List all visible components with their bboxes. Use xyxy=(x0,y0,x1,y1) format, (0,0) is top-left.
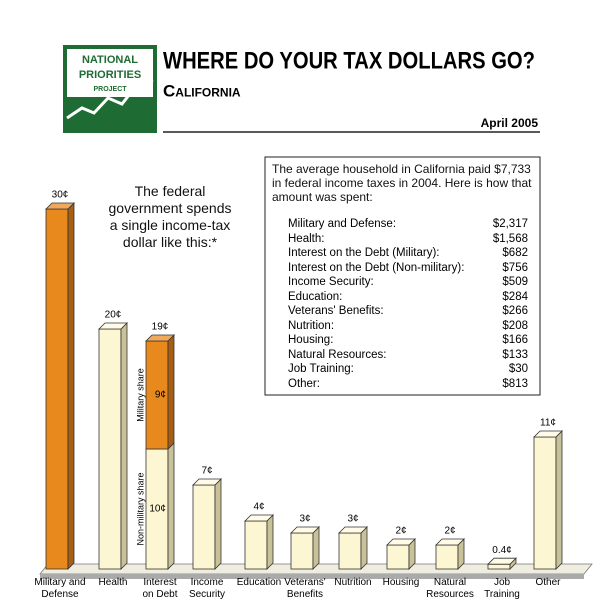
logo-text: PRIORITIES xyxy=(79,69,141,81)
bar xyxy=(98,328,122,570)
segment-name: Military share xyxy=(135,368,145,422)
subtitle: California xyxy=(163,81,241,100)
bar-side xyxy=(67,202,75,570)
bar-side xyxy=(167,334,175,450)
bar xyxy=(533,436,557,570)
x-tick-label: Health xyxy=(98,577,128,588)
bar-top xyxy=(45,202,75,210)
bar xyxy=(386,544,410,570)
table-row: Veterans' Benefits: $266 xyxy=(288,305,528,317)
bar-top xyxy=(98,322,128,330)
bar xyxy=(244,520,268,570)
x-tick-label: Other xyxy=(535,577,561,588)
bar-side xyxy=(360,526,368,570)
logo-graph xyxy=(66,78,154,120)
date: April 2005 xyxy=(481,116,539,130)
bar xyxy=(192,484,216,570)
bar xyxy=(45,208,69,570)
bar xyxy=(290,532,314,570)
amount: $208 xyxy=(502,319,528,332)
table-row: Interest on the Debt (Military): $682 xyxy=(288,247,528,259)
table-row: Health: $1,568 xyxy=(288,232,528,245)
amount: $756 xyxy=(502,261,528,274)
bar xyxy=(435,544,459,570)
bar-side xyxy=(555,430,563,570)
bar-side xyxy=(214,478,222,570)
amount: $1,568 xyxy=(492,232,528,245)
amount: $509 xyxy=(502,276,528,288)
bar xyxy=(338,532,362,570)
logo-text: PROJECT xyxy=(93,86,127,93)
bar-top xyxy=(192,478,222,486)
x-tick-label: Interest on Debt xyxy=(142,577,178,600)
table-row: Nutrition: $208 xyxy=(288,319,528,332)
bar-top xyxy=(290,526,320,534)
bar-top xyxy=(487,557,517,565)
table-row: Education: $284 xyxy=(288,290,528,303)
value-label: 11¢ xyxy=(540,418,556,429)
table-row: Natural Resources: $133 xyxy=(288,348,528,361)
bar-side xyxy=(167,442,175,570)
value-label: 20¢ xyxy=(105,310,122,321)
amount: $284 xyxy=(502,290,528,303)
x-tick-label: Military and Defense xyxy=(34,577,86,600)
table-row: Job Training: $30 xyxy=(288,363,528,375)
bar-side xyxy=(266,514,274,570)
value-label: 2¢ xyxy=(395,526,406,537)
table-intro: The average household in California paid… xyxy=(272,162,532,204)
bar-top xyxy=(533,430,563,438)
info-box xyxy=(264,156,541,396)
amount: $2,317 xyxy=(492,218,528,230)
value-label: 2¢ xyxy=(444,526,455,537)
segment-label: 10¢ xyxy=(149,504,166,515)
x-tick-label: Veterans' Benefits xyxy=(284,577,326,600)
bar-top xyxy=(435,538,465,546)
logo-text: NATIONAL xyxy=(82,54,138,66)
floor-edge xyxy=(40,574,584,579)
table-row: Other: $813 xyxy=(288,377,528,390)
amount: $682 xyxy=(502,247,528,259)
bar-top xyxy=(338,526,368,534)
x-tick-label: Income Security xyxy=(188,577,226,600)
amount: $166 xyxy=(502,334,528,346)
value-label: 19¢ xyxy=(152,322,169,333)
value-label: 30¢ xyxy=(52,190,69,201)
value-label: 7¢ xyxy=(201,466,212,477)
bar xyxy=(487,563,511,570)
table-row: Interest on the Debt (Non-military): $756 xyxy=(288,261,528,274)
title: WHERE DO YOUR TAX DOLLARS GO? xyxy=(163,47,535,74)
bar-top xyxy=(244,514,274,522)
value-label: 3¢ xyxy=(347,514,358,525)
amount: $133 xyxy=(502,348,528,361)
value-label: 3¢ xyxy=(299,514,310,525)
bar-side xyxy=(120,322,128,570)
value-label: 0.4¢ xyxy=(492,545,511,556)
amount: $813 xyxy=(502,377,528,390)
x-tick-label: Housing xyxy=(382,577,420,588)
x-tick-label: Natural Resources xyxy=(426,577,474,600)
bar-top xyxy=(145,334,175,342)
bar-top xyxy=(386,538,416,546)
x-tick-label: Nutrition xyxy=(334,577,372,588)
table-row: Income Security: $509 xyxy=(288,276,528,288)
segment-label: 9¢ xyxy=(155,390,166,401)
logo-panel xyxy=(67,49,153,97)
segment-name: Non-military share xyxy=(135,472,145,545)
x-tick-label: Job Training xyxy=(484,577,520,600)
bar-side xyxy=(312,526,320,570)
amount: $30 xyxy=(508,363,528,375)
table-row: Military and Defense: $2,317 xyxy=(288,218,528,230)
x-tick-label: Education xyxy=(236,577,282,588)
value-label: 4¢ xyxy=(253,502,264,513)
table-row: Housing: $166 xyxy=(288,334,528,346)
annotation: The federal government spends a single i… xyxy=(108,183,232,250)
amount: $266 xyxy=(502,305,528,317)
